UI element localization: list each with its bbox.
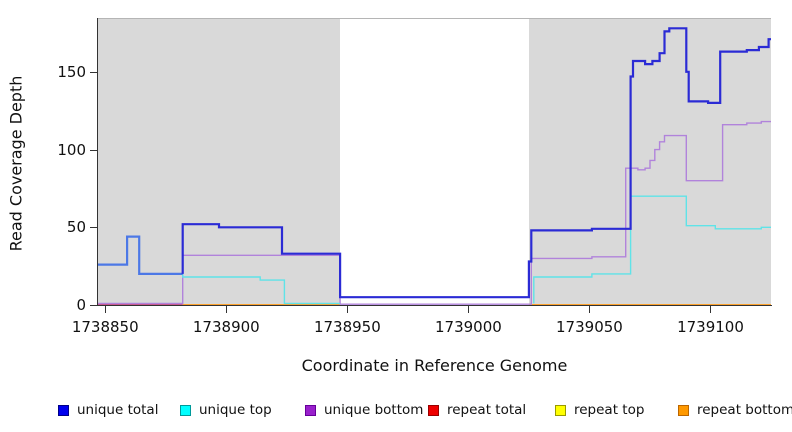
x-tick-mark [710, 306, 712, 313]
y-tick-mark [90, 71, 97, 73]
plot-area [98, 18, 771, 306]
x-tick-label: 1739000 [434, 318, 502, 336]
y-tick-label: 0 [76, 296, 86, 314]
x-tick-mark [589, 306, 591, 313]
x-tick-mark [468, 306, 470, 313]
y-tick-mark [90, 305, 97, 306]
x-tick-label: 1739100 [677, 318, 744, 336]
x-tick-label: 1738950 [313, 318, 381, 336]
x-tick-mark [226, 306, 228, 313]
legend-swatch-icon [678, 405, 689, 416]
series-line-unique-top [98, 235, 341, 305]
x-tick-label: 1738900 [192, 318, 260, 336]
legend-swatch-icon [180, 405, 191, 416]
y-axis-label: Read Coverage Depth [6, 75, 26, 252]
x-axis-spine [97, 305, 772, 306]
series-line-unique-bottom [98, 120, 771, 305]
legend-label: unique top [199, 402, 272, 418]
x-axis-label: Coordinate in Reference Genome [301, 356, 568, 375]
x-tick-label: 1739050 [556, 318, 623, 336]
y-axis-spine [97, 18, 98, 306]
series-lines [98, 27, 771, 306]
legend-swatch-icon [58, 405, 69, 416]
x-tick-mark [105, 306, 107, 313]
y-tick-label: 100 [57, 140, 86, 159]
legend-swatch-icon [305, 405, 316, 416]
legend-label: repeat total [447, 402, 527, 418]
series-line-unique-total [181, 27, 771, 299]
y-tick-mark [90, 149, 97, 151]
legend-label: repeat bottom [697, 402, 792, 418]
y-tick-mark [90, 227, 97, 229]
legend-label: unique total [77, 402, 159, 418]
x-tick-label: 1738850 [71, 318, 139, 336]
series-line-unique-total [98, 235, 183, 275]
legend-swatch-icon [428, 405, 439, 416]
legend-label: repeat top [574, 402, 645, 418]
y-tick-label: 50 [66, 218, 86, 237]
series-line-unique-top [533, 195, 771, 304]
legend-label: unique bottom [324, 402, 424, 418]
legend-swatch-icon [555, 405, 566, 416]
y-tick-label: 150 [57, 62, 86, 81]
x-tick-mark [347, 306, 349, 313]
